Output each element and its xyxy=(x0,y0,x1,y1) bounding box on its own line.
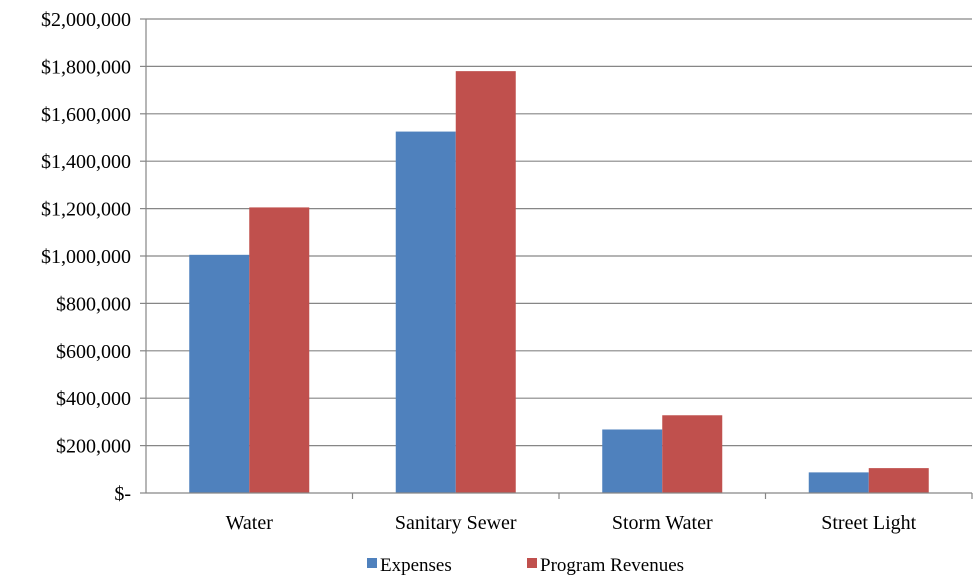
bar-program-revenues-sanitary-sewer xyxy=(455,71,516,493)
x-category-labels: Water Sanitary Sewer Storm Water Street Lig… xyxy=(226,512,917,534)
bars xyxy=(189,71,929,494)
y-tick-label: $800,000 xyxy=(56,293,131,315)
y-tick-label: $1,600,000 xyxy=(41,104,131,126)
y-tick-label: $1,000,000 xyxy=(41,246,131,268)
y-tick-label: $1,200,000 xyxy=(41,199,131,221)
legend-swatch-expenses xyxy=(367,558,377,568)
legend: Expenses Program Revenues xyxy=(367,555,684,576)
y-tick-label: $200,000 xyxy=(56,436,131,458)
bar-program-revenues-storm-water xyxy=(662,415,723,493)
bar-expenses-sanitary-sewer xyxy=(395,131,456,493)
y-tick-label: $400,000 xyxy=(56,388,131,410)
bar-program-revenues-street-light xyxy=(868,468,929,493)
y-tick-label: $2,000,000 xyxy=(41,9,131,31)
y-tick-labels: $- $200,000 $400,000 $600,000 $800,000 $1,000… xyxy=(41,9,131,505)
x-category-label: Storm Water xyxy=(612,512,713,534)
y-tick-label: $1,800,000 xyxy=(41,56,131,78)
bar-program-revenues-water xyxy=(249,207,310,494)
x-category-label: Sanitary Sewer xyxy=(395,512,517,534)
bar-expenses-street-light xyxy=(808,472,869,493)
y-tick-label: $600,000 xyxy=(56,341,131,363)
legend-label: Program Revenues xyxy=(540,555,684,576)
y-tick-label: $1,400,000 xyxy=(41,151,131,173)
bar-expenses-storm-water xyxy=(602,429,663,493)
legend-label: Expenses xyxy=(380,555,452,576)
bar-expenses-water xyxy=(189,254,250,493)
y-tick-label: $- xyxy=(114,483,131,505)
x-category-label: Street Light xyxy=(821,512,916,534)
axes xyxy=(140,18,973,499)
x-category-label: Water xyxy=(226,512,274,534)
legend-swatch-program-revenues xyxy=(527,558,537,568)
